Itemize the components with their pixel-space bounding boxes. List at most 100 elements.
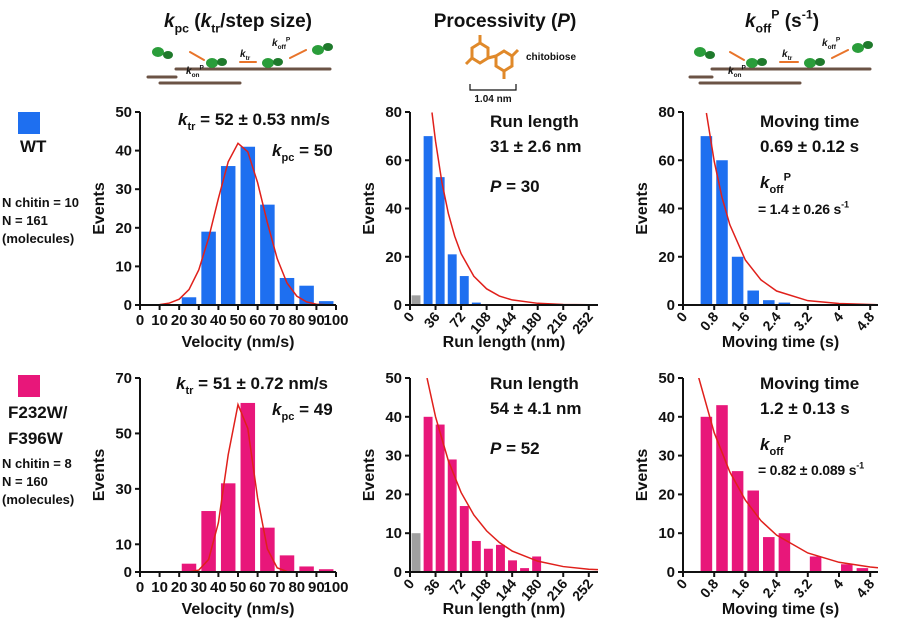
annotation: P = 30	[490, 177, 540, 196]
fit-curve	[705, 112, 878, 305]
text-segment: off	[278, 44, 287, 51]
y-tick-label: 20	[658, 486, 675, 503]
x-tick-label: 36	[421, 575, 443, 597]
y-tick-label: 60	[658, 152, 675, 169]
y-tick-label: 50	[385, 370, 402, 387]
y-axis-label: Events	[361, 182, 378, 235]
x-tick-label: 252	[569, 308, 596, 336]
annotation: kpc = 50	[272, 141, 333, 164]
schematic-right	[688, 41, 873, 85]
y-tick-label: 0	[124, 564, 132, 581]
x-tick-label: 0	[136, 579, 144, 596]
x-tick-label: 216	[543, 575, 570, 603]
text-segment: k	[760, 173, 771, 192]
text-segment: (s	[780, 11, 802, 32]
y-tick-label: 80	[658, 104, 675, 121]
row-detail: N chitin = 10	[2, 195, 79, 210]
annotation: Run length	[490, 374, 579, 393]
x-tick-label: 180	[518, 308, 545, 336]
text-segment: pc	[281, 152, 294, 164]
text-segment: tr	[246, 55, 251, 62]
enzyme	[206, 58, 218, 68]
bar	[459, 506, 469, 572]
bar	[201, 511, 216, 572]
row-swatch	[18, 112, 40, 134]
bar	[508, 560, 517, 572]
schematic-label: ktr	[240, 49, 251, 62]
x-tick-label: 0	[400, 308, 417, 324]
bar	[520, 568, 530, 572]
text-segment: = 0.82 ± 0.089 s	[758, 462, 857, 478]
x-tick-label: 72	[446, 575, 468, 597]
enzyme	[152, 47, 164, 57]
y-tick-label: 40	[385, 409, 402, 426]
text-segment: P	[742, 65, 747, 72]
bar	[279, 277, 295, 305]
annotation: koffP	[760, 171, 791, 196]
text-segment: -1	[856, 461, 864, 471]
text-segment: P	[836, 37, 841, 44]
bar	[435, 177, 445, 305]
text-segment: on	[734, 72, 742, 79]
x-tick-label: 40	[210, 312, 227, 329]
x-tick-label: 108	[467, 308, 494, 336]
text-segment: = 51 ± 0.72 nm/s	[193, 374, 328, 393]
annotation: Run length	[490, 112, 579, 131]
annotation: ktr = 52 ± 0.53 nm/s	[178, 110, 330, 133]
y-tick-label: 0	[667, 564, 675, 581]
y-tick-label: 0	[394, 297, 402, 314]
y-tick-label: 30	[658, 448, 675, 465]
text-segment: tr	[185, 385, 194, 397]
bar	[763, 300, 775, 305]
column-header: kpc (ktr/step size)	[164, 11, 312, 36]
annotation: Moving time	[760, 374, 859, 393]
x-tick-label: 144	[492, 308, 519, 336]
text-segment: pc	[281, 411, 294, 423]
text-segment: /step size)	[220, 11, 312, 32]
bar	[747, 490, 759, 572]
arrow	[189, 49, 307, 63]
text-segment: (	[189, 11, 201, 32]
row-detail: (molecules)	[2, 492, 74, 507]
x-tick-label: 10	[151, 579, 168, 596]
sugar-ring	[494, 49, 514, 73]
bar	[260, 204, 275, 305]
enzyme	[163, 51, 173, 59]
schematic-label: ktr	[782, 49, 793, 62]
bar	[778, 533, 791, 572]
x-axis-label: Velocity (nm/s)	[182, 334, 295, 351]
bar	[201, 231, 216, 305]
enzyme	[746, 58, 758, 68]
bar	[809, 556, 822, 572]
bar	[841, 564, 853, 572]
bar	[778, 302, 791, 305]
bar	[423, 416, 433, 572]
text-segment: P	[490, 177, 502, 196]
text-segment: 1.2 ± 0.13 s	[760, 399, 850, 418]
y-axis-label: Events	[361, 449, 378, 502]
text-segment: k	[782, 49, 788, 60]
text-segment: )	[570, 11, 576, 32]
x-tick-label: 2.4	[759, 575, 784, 600]
x-tick-label: 80	[288, 579, 305, 596]
text-segment: 31 ± 2.6 nm	[490, 137, 582, 156]
text-segment: k	[164, 11, 176, 32]
enzyme	[757, 58, 767, 66]
bar	[763, 537, 775, 572]
row-label: F232W/	[8, 403, 68, 422]
x-tick-label: 0	[400, 575, 417, 591]
enzyme	[694, 47, 706, 57]
text-segment: -1	[841, 200, 849, 210]
y-axis-label: Events	[634, 449, 651, 502]
x-tick-label: 0	[673, 575, 690, 591]
annotation: 54 ± 4.1 nm	[490, 399, 582, 418]
annotation: ktr = 51 ± 0.72 nm/s	[176, 374, 328, 397]
text-segment: tr	[788, 55, 793, 62]
text-segment: = 49	[294, 400, 332, 419]
bar	[495, 544, 505, 572]
text-segment: Run length	[490, 112, 579, 131]
annotation: P = 52	[490, 439, 540, 458]
row-detail: N = 161	[2, 213, 48, 228]
bar	[318, 569, 334, 572]
text-segment: = 50	[294, 141, 332, 160]
